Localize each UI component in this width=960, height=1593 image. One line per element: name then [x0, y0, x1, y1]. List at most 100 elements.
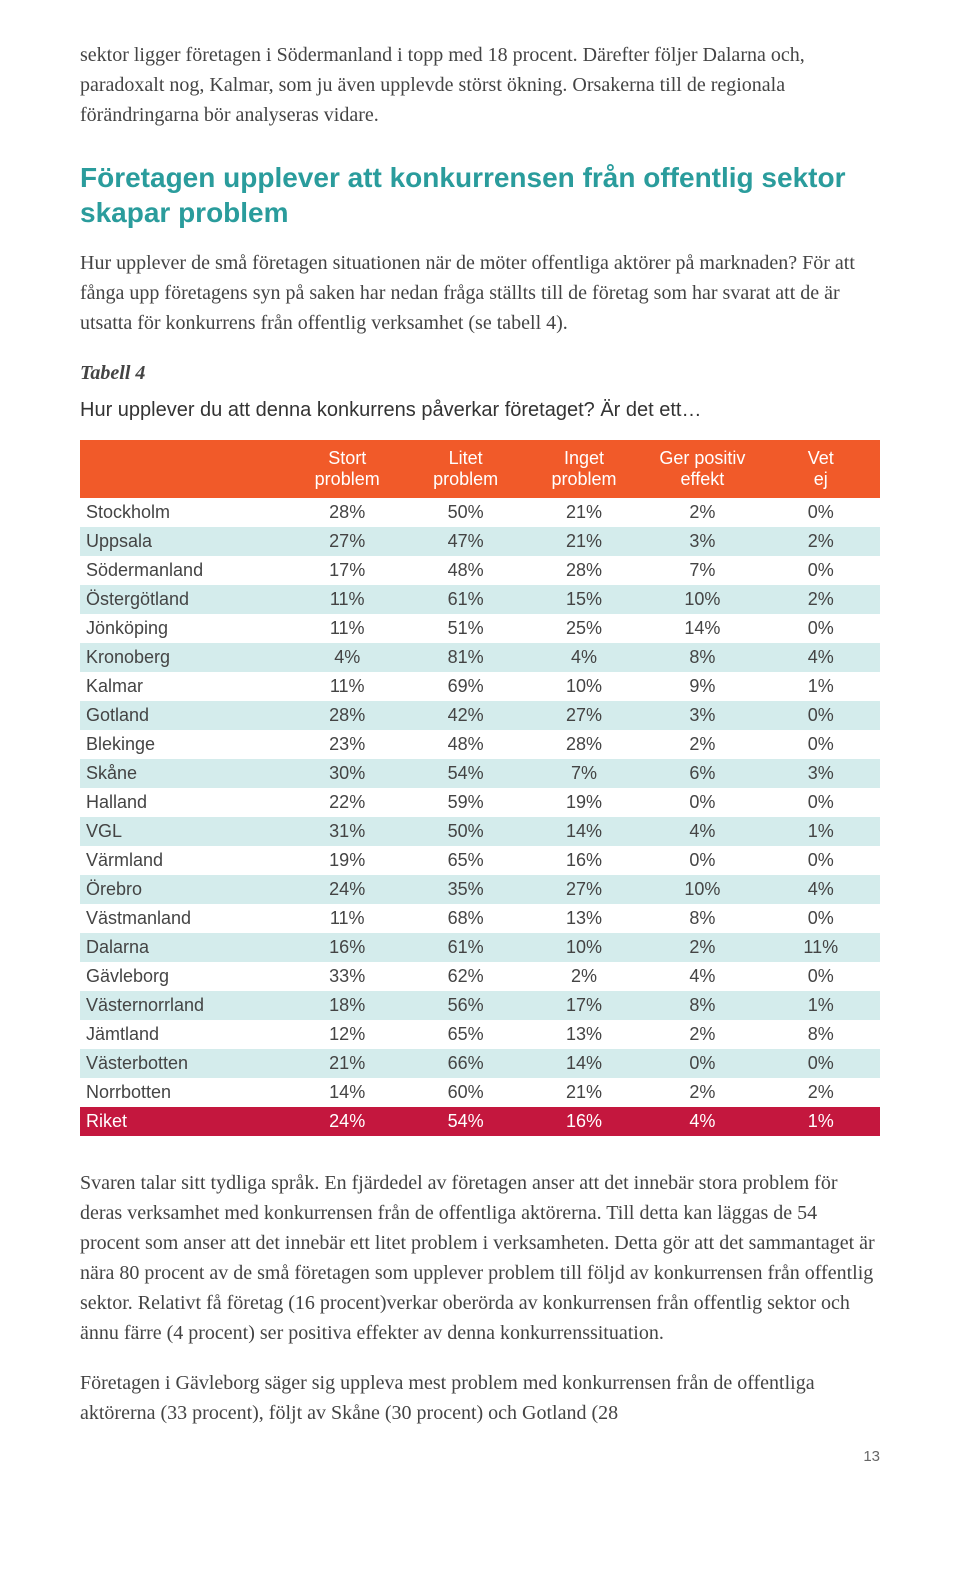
table-cell: 50%: [406, 498, 524, 527]
table-cell: 4%: [762, 643, 880, 672]
table-cell: 65%: [406, 1020, 524, 1049]
table-cell: Västerbotten: [80, 1049, 288, 1078]
table-cell: 14%: [288, 1078, 406, 1107]
table-cell: 13%: [525, 904, 643, 933]
table-cell: VGL: [80, 817, 288, 846]
table-cell: 81%: [406, 643, 524, 672]
table-cell: 22%: [288, 788, 406, 817]
table-cell: 8%: [643, 643, 761, 672]
table-cell: 3%: [643, 527, 761, 556]
table-cell: 14%: [643, 614, 761, 643]
table-cell: 21%: [525, 498, 643, 527]
table-cell: 33%: [288, 962, 406, 991]
table-cell: 62%: [406, 962, 524, 991]
table-cell: Riket: [80, 1107, 288, 1136]
table-cell: 2%: [643, 498, 761, 527]
table-cell: 18%: [288, 991, 406, 1020]
table-cell: Örebro: [80, 875, 288, 904]
table-cell: 6%: [643, 759, 761, 788]
table-cell: 27%: [525, 875, 643, 904]
table-cell: 16%: [525, 846, 643, 875]
table-cell: 1%: [762, 817, 880, 846]
table-row: Skåne30%54%7%6%3%: [80, 759, 880, 788]
table-cell: 0%: [762, 701, 880, 730]
table-cell: 17%: [525, 991, 643, 1020]
table-cell: 0%: [762, 846, 880, 875]
table-cell: 16%: [525, 1107, 643, 1136]
table-cell: 2%: [643, 1078, 761, 1107]
table-cell: 0%: [643, 788, 761, 817]
table-cell: 35%: [406, 875, 524, 904]
table-cell: 47%: [406, 527, 524, 556]
table-cell: 0%: [762, 904, 880, 933]
table-cell: 0%: [643, 1049, 761, 1078]
table-row: VGL31%50%14%4%1%: [80, 817, 880, 846]
table-cell: 10%: [643, 875, 761, 904]
table-row: Västerbotten21%66%14%0%0%: [80, 1049, 880, 1078]
table-cell: 25%: [525, 614, 643, 643]
table-cell: Värmland: [80, 846, 288, 875]
table-cell: 68%: [406, 904, 524, 933]
table-cell: 13%: [525, 1020, 643, 1049]
table-row: Gotland28%42%27%3%0%: [80, 701, 880, 730]
table-cell: 28%: [525, 730, 643, 759]
table-cell: Södermanland: [80, 556, 288, 585]
table-cell: 66%: [406, 1049, 524, 1078]
table-cell: 0%: [762, 962, 880, 991]
table-header-cell: Ger positiveffekt: [643, 440, 761, 498]
table-cell: Västmanland: [80, 904, 288, 933]
table-cell: 27%: [288, 527, 406, 556]
table-cell: 61%: [406, 933, 524, 962]
table-cell: 21%: [525, 527, 643, 556]
table-header-cell: Ingetproblem: [525, 440, 643, 498]
table-cell: 61%: [406, 585, 524, 614]
table-cell: 54%: [406, 759, 524, 788]
table-label: Tabell 4: [80, 362, 880, 385]
table-question: Hur upplever du att denna konkurrens påv…: [80, 399, 880, 422]
table-cell: 3%: [762, 759, 880, 788]
table-cell: 1%: [762, 672, 880, 701]
table-cell: 4%: [643, 817, 761, 846]
table-cell: 4%: [762, 875, 880, 904]
table-cell: Halland: [80, 788, 288, 817]
table-cell: 19%: [288, 846, 406, 875]
table-cell: 11%: [288, 585, 406, 614]
intro-paragraph: sektor ligger företagen i Södermanland i…: [80, 40, 880, 130]
table-cell: 10%: [643, 585, 761, 614]
table-cell: 14%: [525, 817, 643, 846]
table-row: Gävleborg33%62%2%4%0%: [80, 962, 880, 991]
table-cell: 21%: [288, 1049, 406, 1078]
table-cell: Jämtland: [80, 1020, 288, 1049]
table-cell: 2%: [762, 527, 880, 556]
table-cell: Stockholm: [80, 498, 288, 527]
table-cell: 7%: [643, 556, 761, 585]
table-cell: 4%: [643, 962, 761, 991]
table-cell: 0%: [762, 614, 880, 643]
table-cell: 8%: [643, 991, 761, 1020]
table-cell: Gotland: [80, 701, 288, 730]
table-row: Västernorrland18%56%17%8%1%: [80, 991, 880, 1020]
table-cell: Uppsala: [80, 527, 288, 556]
table-row: Östergötland11%61%15%10%2%: [80, 585, 880, 614]
table-header-cell: Vetej: [762, 440, 880, 498]
table-cell: 0%: [762, 498, 880, 527]
table-row: Jämtland12%65%13%2%8%: [80, 1020, 880, 1049]
table-cell: 28%: [288, 498, 406, 527]
table-row-total: Riket24%54%16%4%1%: [80, 1107, 880, 1136]
table-header-cell: Stortproblem: [288, 440, 406, 498]
table-cell: 4%: [643, 1107, 761, 1136]
table-cell: 3%: [643, 701, 761, 730]
table-cell: 0%: [762, 730, 880, 759]
table-cell: Kalmar: [80, 672, 288, 701]
table-cell: Gävleborg: [80, 962, 288, 991]
paragraph-4: Företagen i Gävleborg säger sig uppleva …: [80, 1368, 880, 1428]
table-cell: 11%: [288, 672, 406, 701]
table-cell: 1%: [762, 1107, 880, 1136]
table-cell: Västernorrland: [80, 991, 288, 1020]
table-header-cell: Litetproblem: [406, 440, 524, 498]
table-cell: 2%: [525, 962, 643, 991]
table-cell: 30%: [288, 759, 406, 788]
section-heading: Företagen upplever att konkurrensen från…: [80, 160, 880, 230]
paragraph-3: Svaren talar sitt tydliga språk. En fjär…: [80, 1168, 880, 1348]
table-header-cell: [80, 440, 288, 498]
